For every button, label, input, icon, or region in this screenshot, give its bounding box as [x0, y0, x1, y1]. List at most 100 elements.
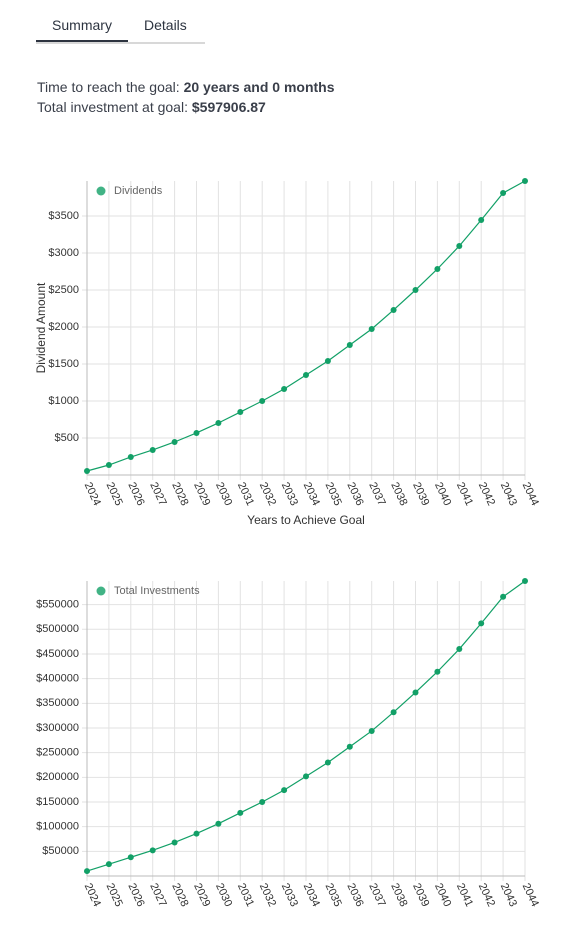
value: 20 years and 0 months [183, 79, 335, 95]
x-tick-label: 2027 [147, 881, 168, 908]
data-point [412, 689, 419, 696]
data-point [237, 409, 244, 416]
data-point [346, 743, 353, 750]
tab-bar: Summary Details [36, 0, 205, 44]
data-point [478, 620, 485, 627]
y-tick-label: $400000 [36, 673, 79, 685]
y-tick-label: $150000 [36, 796, 79, 808]
data-point [127, 854, 134, 861]
x-tick-label: 2033 [279, 480, 300, 507]
y-tick-label: $550000 [36, 599, 79, 611]
x-tick-label: 2044 [520, 881, 541, 908]
y-tick-label: $450000 [36, 648, 79, 660]
legend-marker [96, 586, 106, 596]
x-tick-label: 2030 [213, 881, 234, 908]
x-tick-label: 2029 [191, 480, 212, 507]
x-tick-label: 2038 [388, 480, 409, 507]
data-point [456, 646, 463, 653]
x-tick-label: 2030 [213, 480, 234, 507]
x-tick-label: 2034 [301, 480, 322, 507]
data-point [303, 372, 309, 379]
data-point [368, 727, 375, 734]
data-point [84, 468, 90, 475]
data-point [193, 429, 200, 436]
x-tick-label: 2034 [301, 881, 322, 908]
y-tick-label: $300000 [36, 722, 79, 734]
x-tick-label: 2032 [257, 480, 278, 507]
data-point [368, 325, 375, 332]
legend-label: Total Investments [114, 585, 200, 597]
legend-label: Dividends [114, 185, 163, 197]
x-tick-label: 2024 [82, 480, 103, 507]
data-point [522, 578, 528, 584]
data-point [478, 216, 485, 223]
data-point [171, 839, 178, 846]
x-tick-label: 2039 [410, 480, 431, 507]
value: $597906.87 [191, 99, 266, 115]
data-point [215, 419, 222, 426]
legend-marker [96, 186, 106, 196]
tab[interactable]: Summary [36, 17, 128, 42]
data-point [105, 462, 112, 469]
x-tick-label: 2037 [366, 881, 387, 908]
x-tick-label: 2040 [432, 480, 453, 507]
y-tick-label: $1000 [48, 395, 79, 407]
y-tick-label: $50000 [42, 845, 79, 857]
data-point [390, 709, 397, 716]
data-point [390, 306, 397, 313]
data-point [237, 809, 244, 816]
x-tick-label: 2024 [82, 881, 103, 908]
x-tick-label: 2041 [454, 480, 475, 507]
data-point [500, 593, 507, 600]
x-tick-label: 2035 [323, 480, 344, 507]
x-tick-label: 2042 [476, 881, 497, 908]
data-point [84, 868, 90, 875]
x-tick-label: 2026 [125, 480, 146, 507]
summary-line: Total investment at goal: $597906.87 [37, 97, 335, 117]
x-tick-label: 2040 [432, 881, 453, 908]
x-tick-label: 2039 [410, 881, 431, 908]
y-axis-label: Dividend Amount [34, 282, 48, 373]
data-point [324, 759, 331, 766]
y-tick-label: $3500 [48, 210, 79, 222]
x-tick-label: 2031 [235, 480, 256, 507]
y-tick-label: $3000 [48, 247, 79, 259]
x-tick-label: 2025 [104, 881, 125, 908]
y-tick-label: $500 [55, 432, 79, 444]
x-tick-label: 2032 [257, 881, 278, 908]
x-tick-label: 2037 [366, 480, 387, 507]
data-point [193, 830, 200, 837]
x-tick-label: 2043 [498, 881, 519, 908]
label: Time to reach the goal: [37, 79, 180, 95]
y-tick-label: $200000 [36, 771, 79, 783]
x-tick-label: 2042 [476, 480, 497, 507]
data-point [303, 773, 309, 780]
data-point [456, 242, 463, 249]
y-tick-label: $350000 [36, 697, 79, 709]
x-tick-label: 2026 [125, 881, 146, 908]
data-point [522, 178, 528, 184]
y-tick-label: $250000 [36, 747, 79, 759]
tab[interactable]: Details [144, 17, 187, 33]
x-tick-label: 2043 [498, 480, 519, 507]
data-point [434, 265, 441, 272]
data-point [324, 357, 331, 364]
label: Total investment at goal: [37, 99, 188, 115]
summary-line: Time to reach the goal: 20 years and 0 m… [37, 77, 335, 97]
data-point [281, 787, 288, 794]
x-tick-label: 2036 [344, 881, 365, 908]
data-point [434, 668, 441, 675]
x-tick-label: 2028 [169, 480, 190, 507]
data-point [105, 861, 112, 868]
data-point [259, 398, 266, 405]
x-tick-label: 2036 [344, 480, 365, 507]
x-tick-label: 2035 [323, 881, 344, 908]
y-tick-label: $1500 [48, 358, 79, 370]
data-point [149, 847, 156, 854]
data-point [259, 798, 266, 805]
data-point [171, 438, 178, 445]
y-tick-label: $500000 [36, 623, 79, 635]
y-tick-label: $100000 [36, 821, 79, 833]
x-axis-label: Years to Achieve Goal [247, 513, 365, 527]
